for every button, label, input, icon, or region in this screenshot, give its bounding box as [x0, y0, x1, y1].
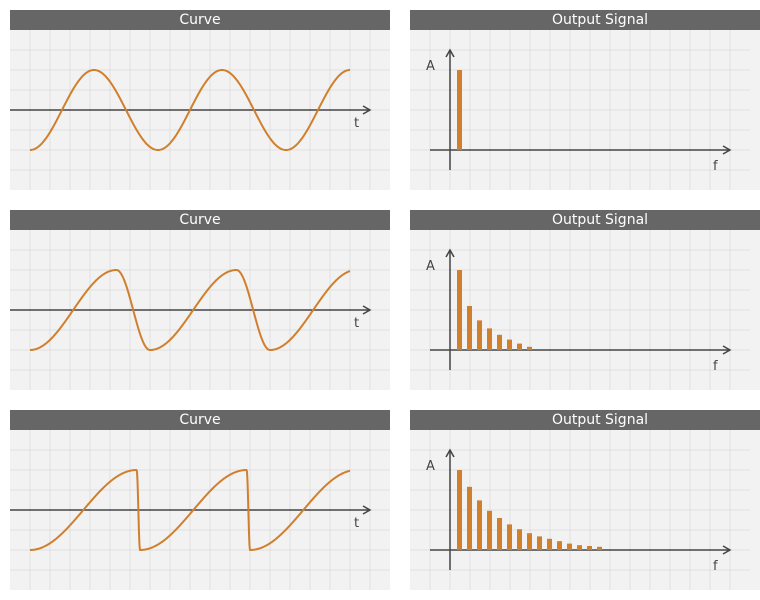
- t-axis-label: t: [354, 516, 359, 531]
- curve-panel-1: Curve t: [10, 10, 390, 190]
- curve-panel-2: Curve t: [10, 210, 390, 390]
- f-axis-arrow: [722, 345, 732, 355]
- f-axis-label: f: [713, 359, 718, 374]
- f-axis-arrow: [722, 145, 732, 155]
- curve-panel-3-title: Curve: [10, 410, 390, 430]
- signal-panel-1-title: Output Signal: [410, 10, 760, 30]
- curve-plot-1: t: [10, 30, 390, 190]
- harmonic-bar: [597, 546, 602, 550]
- t-axis-arrow: [362, 305, 372, 315]
- harmonic-bar: [527, 346, 532, 350]
- signal-panel-3-title: Output Signal: [410, 410, 760, 430]
- harmonic-bar: [467, 306, 472, 350]
- harmonic-bar: [517, 529, 522, 550]
- signal-panel-2-title: Output Signal: [410, 210, 760, 230]
- waveform-line: [29, 69, 351, 151]
- waveform-line: [29, 469, 351, 551]
- a-axis-arrow: [445, 48, 455, 58]
- f-axis-label: f: [713, 159, 718, 174]
- harmonic-bar: [457, 270, 462, 350]
- curve-plot-3: t: [10, 430, 390, 590]
- t-axis-arrow: [362, 505, 372, 515]
- a-axis-label: A: [426, 259, 435, 274]
- harmonic-bar: [557, 541, 562, 550]
- curve-panel-3: Curve t: [10, 410, 390, 590]
- waveform-line: [29, 269, 351, 351]
- f-axis-arrow: [722, 545, 732, 555]
- harmonic-bar: [507, 339, 512, 350]
- harmonic-bar: [567, 543, 572, 550]
- harmonic-bar: [537, 536, 542, 550]
- harmonic-bar: [497, 518, 502, 550]
- harmonic-bar: [577, 545, 582, 550]
- harmonic-bar: [467, 486, 472, 550]
- signal-plot-3: Af: [410, 430, 750, 590]
- a-axis-arrow: [445, 248, 455, 258]
- harmonic-bar: [517, 343, 522, 350]
- signal-plot-2: Af: [410, 230, 750, 390]
- harmonic-bar: [477, 500, 482, 550]
- harmonic-bar: [547, 538, 552, 550]
- harmonic-bar: [457, 470, 462, 550]
- harmonic-bar: [487, 510, 492, 550]
- harmonic-bar: [477, 320, 482, 350]
- harmonic-bar: [487, 328, 492, 350]
- t-axis-arrow: [362, 105, 372, 115]
- harmonic-bar: [587, 546, 592, 550]
- curve-plot-2: t: [10, 230, 390, 390]
- harmonic-bar: [507, 524, 512, 550]
- grid: [410, 430, 750, 590]
- a-axis-label: A: [426, 59, 435, 74]
- curve-panel-2-title: Curve: [10, 210, 390, 230]
- curve-panel-1-title: Curve: [10, 10, 390, 30]
- harmonic-bar: [497, 334, 502, 350]
- harmonic-bar: [457, 70, 462, 150]
- t-axis-label: t: [354, 316, 359, 331]
- signal-plot-1: Af: [410, 30, 750, 190]
- a-axis-label: A: [426, 459, 435, 474]
- t-axis-label: t: [354, 116, 359, 131]
- f-axis-label: f: [713, 559, 718, 574]
- harmonic-bar: [527, 533, 532, 550]
- a-axis-arrow: [445, 448, 455, 458]
